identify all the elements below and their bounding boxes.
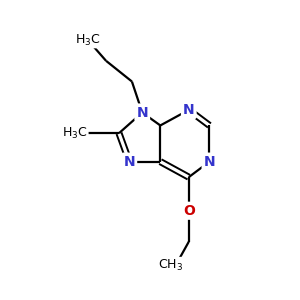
Text: H$_3$C: H$_3$C — [62, 126, 88, 141]
Text: CH$_3$: CH$_3$ — [158, 257, 183, 273]
Text: N: N — [124, 154, 135, 169]
Text: H$_3$C: H$_3$C — [75, 33, 101, 48]
Text: O: O — [183, 204, 195, 218]
Text: N: N — [204, 154, 215, 169]
Text: N: N — [183, 103, 195, 117]
Text: N: N — [136, 106, 148, 119]
